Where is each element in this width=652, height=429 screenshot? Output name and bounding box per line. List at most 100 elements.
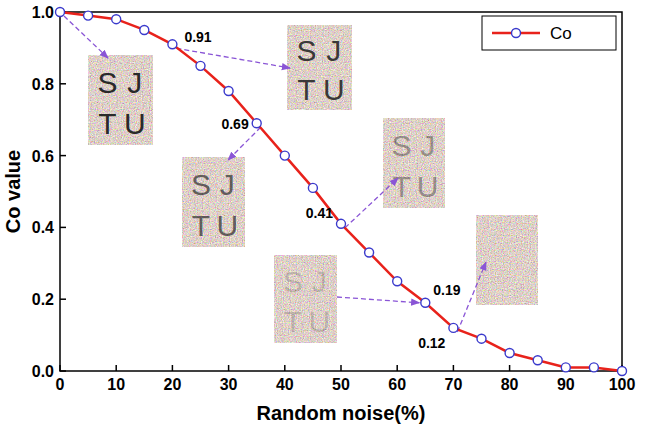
legend-marker <box>512 29 521 38</box>
inset-letter: J <box>420 129 435 162</box>
inset: SJTU <box>287 25 352 110</box>
inset-arrow <box>457 262 486 332</box>
x-tick-label: 0 <box>56 376 65 393</box>
x-tick-label: 50 <box>332 376 350 393</box>
point <box>533 356 542 365</box>
inset: SJTU <box>182 157 245 247</box>
x-axis-title: Random noise(%) <box>257 402 426 424</box>
y-tick <box>60 370 66 372</box>
inset <box>476 215 538 305</box>
y-tick-label: 0.0 <box>32 363 54 380</box>
point <box>337 219 346 228</box>
inset: SJTU <box>383 118 445 208</box>
inset-letter: T <box>284 305 302 338</box>
inset-letter: S <box>191 168 211 201</box>
point <box>140 25 149 34</box>
y-tick <box>60 155 66 157</box>
inset-letter: T <box>98 107 116 140</box>
x-tick <box>396 365 398 371</box>
insets: SJTUSJTUSJTUSJTUSJTU <box>64 16 538 343</box>
point <box>252 119 261 128</box>
y-tick <box>60 227 66 229</box>
y-tick-label: 0.4 <box>32 219 54 236</box>
point <box>365 248 374 257</box>
point <box>618 367 627 376</box>
x-tick <box>172 365 174 371</box>
y-tick-label: 0.2 <box>32 291 54 308</box>
inset-arrow <box>337 297 419 303</box>
inset-letter: S <box>97 66 117 99</box>
inset-arrow <box>64 16 108 58</box>
inset-letter: U <box>323 73 345 106</box>
annotation: 0.19 <box>433 282 460 298</box>
point <box>112 15 121 24</box>
point <box>477 334 486 343</box>
x-tick-label: 10 <box>107 376 125 393</box>
x-tick-label: 70 <box>445 376 463 393</box>
data-layer <box>56 8 627 376</box>
x-tick <box>284 365 286 371</box>
inset-arrow <box>345 178 398 228</box>
inset-image <box>274 255 337 343</box>
inset-image <box>476 215 538 305</box>
inset-letter: S <box>296 34 316 67</box>
inset-letter: S <box>283 265 303 298</box>
inset: SJTU <box>88 55 153 145</box>
inset-letter: U <box>309 305 331 338</box>
x-tick-label: 80 <box>501 376 519 393</box>
inset-letter: J <box>127 66 142 99</box>
series-line <box>60 12 622 371</box>
x-tick-label: 40 <box>276 376 294 393</box>
inset-letter: U <box>124 107 146 140</box>
point <box>168 40 177 49</box>
legend: Co <box>482 16 616 50</box>
inset-arrow <box>176 48 290 68</box>
point <box>505 349 514 358</box>
inset: SJTU <box>274 255 337 343</box>
point <box>393 277 402 286</box>
x-tick-label: 20 <box>164 376 182 393</box>
y-tick-label: 0.6 <box>32 148 54 165</box>
y-tick-label: 0.8 <box>32 76 54 93</box>
point <box>84 11 93 20</box>
inset-image <box>287 25 352 110</box>
point <box>561 363 570 372</box>
chart: 0 10 20 30 40 50 60 70 80 90 100 0.0 0.2 0.4 0.6 0.8 1.0… <box>0 0 652 429</box>
annotation: 0.41 <box>306 205 333 221</box>
legend-box <box>482 16 616 50</box>
point <box>449 323 458 332</box>
point <box>421 298 430 307</box>
x-tick-label: 100 <box>609 376 636 393</box>
point <box>280 151 289 160</box>
x-tick-label: 90 <box>557 376 575 393</box>
annotation: 0.12 <box>418 335 445 351</box>
inset-image <box>182 157 245 247</box>
x-tick <box>59 365 61 371</box>
inset-letter: T <box>297 73 315 106</box>
x-tick <box>115 365 117 371</box>
inset-letter: U <box>417 170 439 203</box>
inset-letter: J <box>220 168 235 201</box>
plot-frame <box>60 12 622 371</box>
inset-image <box>383 118 445 208</box>
inset-letter: U <box>217 209 239 242</box>
inset-letter: J <box>326 34 341 67</box>
y-tick-label: 1.0 <box>32 4 54 21</box>
point <box>589 363 598 372</box>
annotation: 0.91 <box>184 29 211 45</box>
point <box>224 86 233 95</box>
point <box>308 183 317 192</box>
point <box>196 61 205 70</box>
x-tick <box>509 365 511 371</box>
x-tick <box>453 365 455 371</box>
y-axis-title: Co value <box>2 150 24 233</box>
x-tick <box>228 365 230 371</box>
x-tick <box>340 365 342 371</box>
y-tick <box>60 83 66 85</box>
inset-letter: S <box>392 129 412 162</box>
x-tick-label: 30 <box>220 376 238 393</box>
inset-letter: T <box>192 209 210 242</box>
x-tick-label: 60 <box>388 376 406 393</box>
legend-label: Co <box>550 24 572 43</box>
y-tick <box>60 298 66 300</box>
